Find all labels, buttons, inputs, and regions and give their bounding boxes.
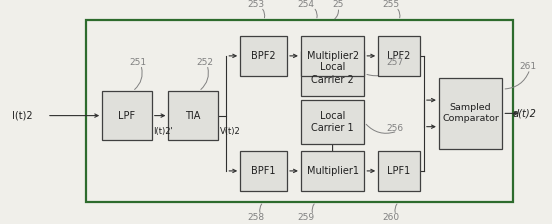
Text: 255: 255 (382, 0, 400, 9)
Text: Sampled
Comparator: Sampled Comparator (442, 103, 499, 123)
Text: 261: 261 (519, 62, 536, 71)
Bar (86, 20, 513, 202)
Text: 253: 253 (247, 0, 264, 9)
Text: I(t)2: I(t)2 (12, 111, 33, 121)
Text: 257: 257 (386, 58, 404, 67)
Text: BPF1: BPF1 (251, 166, 276, 176)
Text: 25: 25 (332, 0, 344, 9)
Text: LPF2: LPF2 (387, 51, 411, 61)
Bar (301, 100, 364, 144)
Text: TIA: TIA (185, 111, 201, 121)
Text: LPF: LPF (118, 111, 136, 121)
Text: BPF2: BPF2 (251, 51, 276, 61)
Bar (102, 91, 152, 140)
Text: 254: 254 (298, 0, 315, 9)
Text: LPF1: LPF1 (387, 166, 411, 176)
Bar (301, 151, 364, 191)
Text: 259: 259 (298, 213, 315, 222)
Text: 251: 251 (130, 58, 147, 67)
Bar (240, 151, 287, 191)
Bar (168, 91, 218, 140)
Text: Multiplier2: Multiplier2 (306, 51, 359, 61)
Bar (301, 52, 364, 96)
Text: Multiplier1: Multiplier1 (306, 166, 359, 176)
Text: 256: 256 (386, 124, 404, 133)
Text: I(t)2': I(t)2' (153, 127, 173, 136)
Bar (439, 78, 502, 149)
Bar (301, 36, 364, 76)
Text: 252: 252 (196, 58, 213, 67)
Text: 260: 260 (382, 213, 400, 222)
Bar (240, 36, 287, 76)
Bar (378, 151, 420, 191)
Text: d(t)2: d(t)2 (512, 108, 536, 118)
Bar (378, 36, 420, 76)
Text: Local
Carrier 1: Local Carrier 1 (311, 111, 354, 134)
Text: 258: 258 (247, 213, 264, 222)
Text: Local
Carrier 2: Local Carrier 2 (311, 62, 354, 85)
Text: V(t)2: V(t)2 (220, 127, 241, 136)
